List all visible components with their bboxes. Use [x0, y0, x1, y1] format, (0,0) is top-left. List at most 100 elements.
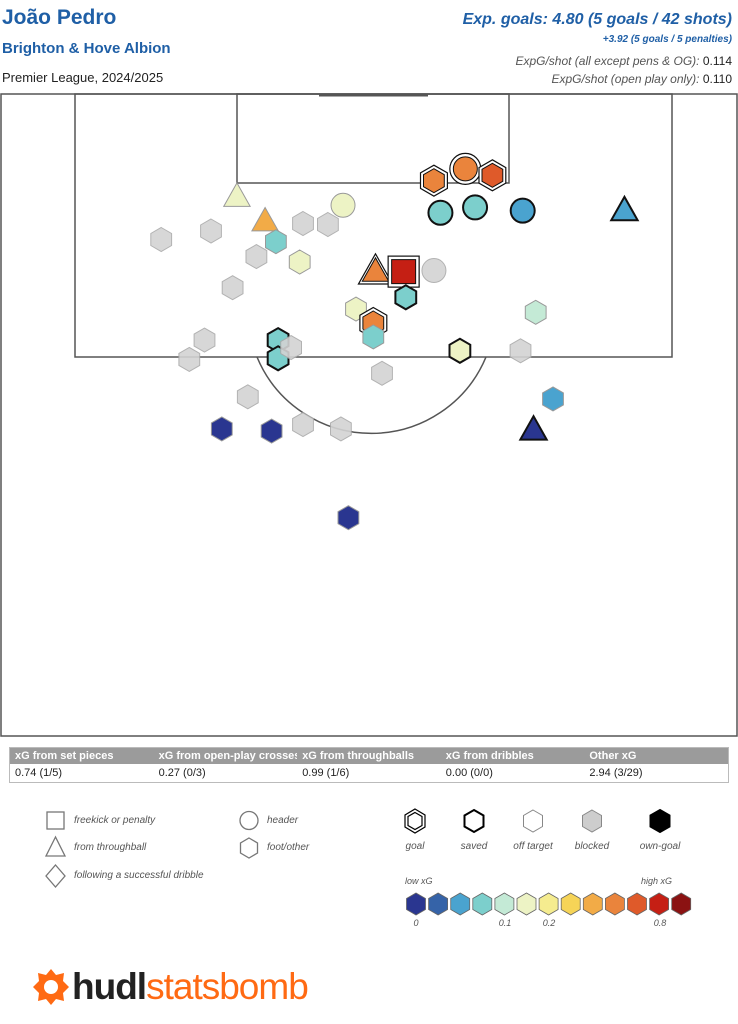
off-target-outcome-hexagon-icon — [523, 809, 543, 833]
player-name: João Pedro — [2, 6, 117, 29]
legend-label-own-goal: own-goal — [640, 841, 681, 852]
shot-marker-saved — [394, 284, 418, 311]
shot-marker-goal — [387, 255, 420, 288]
blocked-outcome-hexagon-icon — [582, 809, 602, 833]
shot-marker-off-target — [260, 418, 283, 444]
summary-value-set-pieces: 0.74 (1/5) — [15, 767, 63, 779]
legend-label-saved: saved — [461, 841, 488, 852]
competition-season: Premier League, 2024/2025 — [2, 70, 164, 85]
scale-swatch-3 — [472, 892, 493, 916]
circle-icon — [239, 810, 259, 831]
shot-marker-blocked — [421, 258, 447, 284]
shot-marker-blocked — [200, 218, 222, 244]
hexagon-icon — [239, 837, 259, 859]
summary-header-row: xG from set pieces xG from open-play cro… — [10, 748, 728, 764]
shot-marker-blocked — [330, 416, 352, 442]
legend-label-freekick: freekick or penalty — [74, 815, 156, 826]
scale-swatch-4 — [494, 892, 515, 916]
shot-marker-saved — [518, 414, 549, 441]
expected-goals-title: Exp. goals: 4.80 (5 goals / 42 shots) — [462, 11, 732, 28]
summary-header-dribbles: xG from dribbles — [445, 750, 534, 762]
shot-marker-blocked — [221, 275, 244, 301]
scale-swatch-2 — [450, 892, 471, 916]
shots-layer — [150, 152, 640, 531]
team-name: Brighton & Hove Albion — [2, 40, 171, 57]
scale-tick-0-2: 0.2 — [543, 918, 556, 928]
shot-marker-goal — [449, 152, 482, 186]
legend-label-goal: goal — [406, 841, 426, 852]
shot-marker-saved — [509, 197, 536, 224]
shot-marker-off-target — [524, 299, 547, 325]
shot-marker-saved — [609, 194, 640, 222]
scale-high-label: high xG — [641, 876, 672, 886]
shot-marker-off-target — [542, 386, 564, 412]
shot-marker-saved — [462, 194, 489, 221]
scale-swatch-5 — [516, 892, 537, 916]
logo-word-statsbomb: statsbomb — [146, 966, 309, 1007]
scale-swatch-12 — [671, 892, 692, 916]
shot-map-pitch — [0, 93, 738, 737]
shot-marker-off-target — [362, 324, 385, 350]
shot-marker-off-target — [251, 206, 280, 232]
penalty-xg-subtitle: +3.92 (5 goals / 5 penalties) — [602, 34, 732, 45]
shot-marker-blocked — [317, 211, 339, 238]
summary-header-other: Other xG — [589, 750, 637, 762]
summary-header-set-pieces: xG from set pieces — [15, 750, 114, 762]
scale-tick-0-1: 0.1 — [499, 918, 512, 928]
shot-marker-blocked — [509, 338, 532, 364]
triangle-icon — [44, 835, 67, 857]
penalty-arc — [256, 356, 487, 435]
xg-open-play-label: ExpG/shot (open play only): — [551, 72, 700, 86]
summary-value-other: 2.94 (3/29) — [589, 767, 643, 779]
shot-marker-off-target — [265, 229, 287, 255]
shot-marker-blocked — [292, 412, 314, 438]
shot-marker-blocked — [236, 384, 259, 410]
statsbomb-mark-icon — [33, 969, 69, 1005]
shot-marker-blocked — [371, 360, 393, 386]
scale-tick-0: 0 — [413, 918, 418, 928]
scale-swatch-11 — [649, 892, 669, 916]
xg-per-shot-line: ExpG/shot (all except pens & OG): 0.114 — [515, 54, 732, 68]
scale-swatch-8 — [582, 892, 603, 916]
scale-low-label: low xG — [405, 876, 433, 886]
legend-label-throughball: from throughball — [74, 842, 147, 853]
summary-value-throughballs: 0.99 (1/6) — [302, 767, 350, 779]
shot-marker-blocked — [150, 226, 173, 253]
shot-marker-blocked — [292, 210, 314, 237]
shot-marker-blocked — [245, 244, 268, 270]
scale-swatch-10 — [627, 892, 647, 916]
scale-swatch-9 — [605, 892, 625, 916]
xg-per-shot-label: ExpG/shot (all except pens & OG): — [515, 54, 700, 68]
xg-per-shot-value: 0.114 — [702, 54, 732, 68]
summary-header-throughballs: xG from throughballs — [302, 750, 415, 762]
shot-marker-off-target — [222, 181, 252, 207]
outcome-legend — [404, 808, 671, 834]
goal-outcome-inner-icon — [407, 811, 423, 831]
shot-marker-saved — [427, 199, 454, 226]
shot-marker-blocked — [193, 327, 216, 353]
pitch-boundary — [0, 93, 738, 737]
xg-color-scale — [406, 892, 692, 916]
xg-open-play-value: 0.110 — [702, 72, 732, 86]
shot-marker-goal — [357, 252, 394, 285]
summary-value-crosses: 0.27 (0/3) — [158, 767, 206, 779]
hudl-statsbomb-logo: hudl statsbomb — [30, 962, 309, 1012]
legend-label-header: header — [267, 815, 299, 826]
shot-marker-off-target — [288, 249, 311, 275]
shot-marker-saved — [448, 337, 472, 364]
summary-value-row: 0.74 (1/5) 0.27 (0/3) 0.99 (1/6) 0.00 (0… — [10, 764, 728, 782]
legend-label-blocked: blocked — [575, 841, 610, 852]
diamond-icon — [45, 864, 66, 888]
shot-marker-goal — [419, 164, 448, 197]
scale-swatch-0 — [406, 892, 426, 916]
scale-swatch-1 — [428, 892, 449, 916]
summary-value-dribbles: 0.00 (0/0) — [445, 767, 493, 779]
logo-word-hudl: hudl — [72, 966, 147, 1007]
shot-marker-goal — [478, 159, 507, 192]
pitch-lines — [0, 93, 738, 737]
scale-swatch-7 — [560, 892, 581, 916]
scale-tick-0-8: 0.8 — [654, 918, 667, 928]
xg-open-play-line: ExpG/shot (open play only): 0.110 — [551, 72, 732, 86]
square-icon — [46, 811, 65, 830]
summary-header-crosses: xG from open-play crosses — [158, 750, 298, 762]
